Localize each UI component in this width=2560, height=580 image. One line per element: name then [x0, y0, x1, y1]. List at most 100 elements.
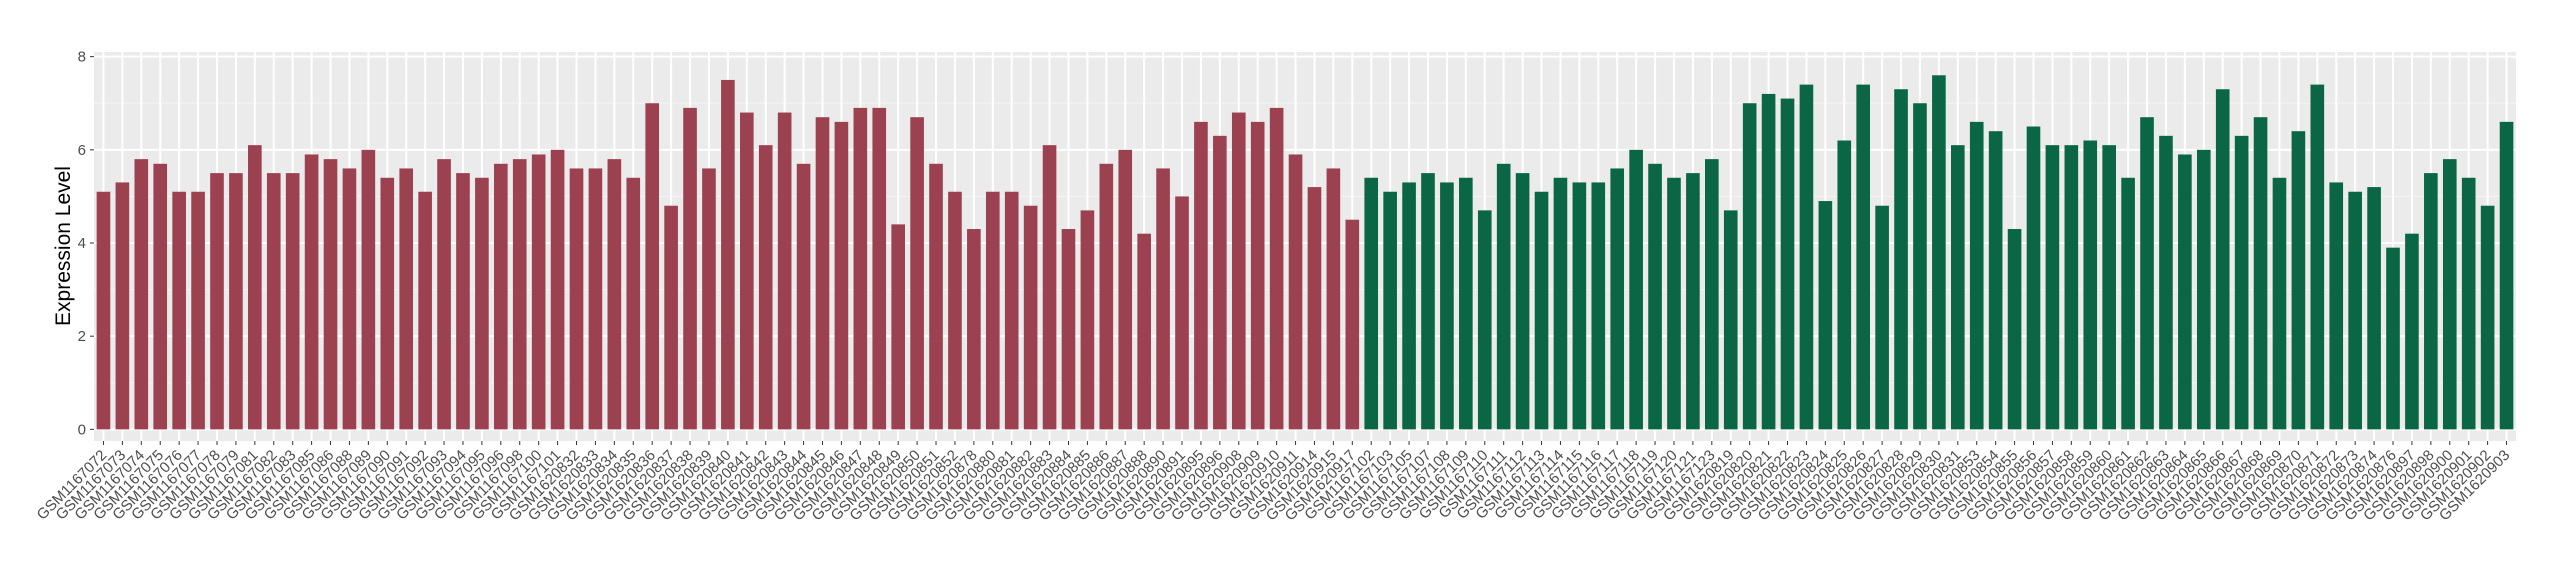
bar — [1534, 191, 1549, 430]
bar — [285, 173, 300, 430]
bar — [399, 168, 414, 430]
bar — [96, 191, 111, 430]
bar — [569, 168, 584, 430]
bar — [248, 145, 262, 430]
bar — [910, 117, 924, 430]
bar — [1875, 205, 1889, 430]
bar — [437, 159, 451, 430]
bar — [1705, 159, 1719, 430]
bar — [2405, 233, 2419, 430]
bar — [2367, 187, 2381, 430]
bar — [2424, 173, 2438, 430]
bar — [191, 191, 205, 430]
bar — [1213, 135, 1227, 430]
bar — [1326, 168, 1341, 430]
bar — [1837, 140, 1852, 430]
bar — [1799, 84, 1814, 430]
bar — [1572, 182, 1587, 430]
bar — [796, 163, 811, 430]
bar — [2272, 177, 2287, 430]
bar — [607, 159, 622, 430]
bar — [1440, 182, 1454, 430]
bar — [1023, 205, 1038, 430]
bar — [1686, 173, 1700, 430]
bar — [1402, 182, 1416, 430]
bar — [1610, 168, 1625, 430]
bar — [2253, 117, 2268, 430]
bar — [115, 182, 130, 430]
bar — [2045, 145, 2060, 430]
bar — [645, 103, 660, 430]
bar — [1723, 210, 1738, 430]
bar — [1932, 75, 1946, 430]
bar — [550, 149, 565, 430]
bar — [2102, 145, 2116, 430]
bar — [418, 191, 432, 430]
bar — [1742, 103, 1757, 430]
bar — [2329, 182, 2344, 430]
bar — [758, 145, 773, 430]
bar — [1496, 163, 1511, 430]
bar — [1667, 177, 1681, 430]
bar — [1780, 98, 1795, 430]
bar — [2196, 149, 2211, 430]
bar — [1591, 182, 1606, 430]
bar — [172, 191, 186, 430]
bar — [1080, 210, 1095, 430]
bar — [2310, 84, 2325, 430]
bar — [1194, 121, 1208, 430]
bar — [342, 168, 357, 430]
bar — [1307, 187, 1322, 430]
bar — [1629, 149, 1643, 430]
y-tick-label: 2 — [78, 328, 86, 345]
bar — [2499, 121, 2514, 430]
bar — [2291, 131, 2306, 430]
bar — [512, 159, 527, 430]
bar — [1288, 154, 1303, 430]
bar — [229, 173, 243, 430]
y-tick-label: 8 — [78, 49, 86, 66]
bar — [494, 163, 508, 430]
bar — [2348, 191, 2362, 430]
bar — [1042, 145, 1057, 430]
bar — [2083, 140, 2098, 430]
bar — [1761, 93, 1776, 430]
bar — [985, 191, 1000, 430]
bar — [1818, 201, 1833, 430]
bar — [891, 224, 905, 430]
bar — [815, 117, 830, 430]
bar — [1061, 229, 1076, 430]
bar — [266, 173, 281, 430]
bar — [1913, 103, 1927, 430]
bar — [1515, 173, 1530, 430]
bar — [1345, 219, 1360, 430]
bar — [2461, 177, 2476, 430]
bar — [1175, 196, 1189, 430]
bar — [1894, 89, 1908, 430]
bar — [777, 112, 792, 430]
y-tick-label: 4 — [78, 235, 86, 252]
bar — [929, 163, 943, 430]
bar — [2140, 117, 2154, 430]
bar — [1250, 121, 1265, 430]
bar — [1099, 163, 1114, 430]
bar — [1383, 191, 1397, 430]
bar — [304, 154, 319, 430]
y-tick-label: 6 — [78, 142, 86, 159]
bar — [948, 191, 962, 430]
bar — [1364, 177, 1379, 430]
bar — [967, 229, 981, 430]
y-axis-title: Expression Level — [52, 166, 75, 326]
bar — [1553, 177, 1568, 430]
bar — [1988, 131, 2003, 430]
bar — [456, 173, 470, 430]
bar — [1421, 173, 1435, 430]
bar — [702, 168, 716, 430]
bar — [664, 205, 678, 430]
bar — [1856, 84, 1871, 430]
bar — [2178, 154, 2192, 430]
bar — [1648, 163, 1662, 430]
bar — [1477, 210, 1492, 430]
